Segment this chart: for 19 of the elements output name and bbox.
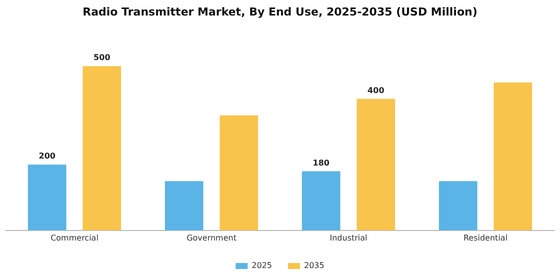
data-label: 500 xyxy=(94,53,111,62)
x-tick-label: Commercial xyxy=(50,233,98,242)
bar xyxy=(164,181,204,230)
bar xyxy=(28,164,66,230)
bar xyxy=(82,66,122,230)
x-tick-label: Residential xyxy=(463,233,508,242)
x-tick-label: Industrial xyxy=(330,233,368,242)
data-label: 200 xyxy=(38,152,56,161)
bar xyxy=(494,82,532,230)
bar xyxy=(220,115,258,230)
bar xyxy=(356,98,396,230)
x-tick-label: Government xyxy=(186,233,236,242)
legend-label: 2025 xyxy=(252,261,272,270)
bar xyxy=(438,181,478,230)
data-label: 180 xyxy=(312,158,330,168)
bar xyxy=(302,171,340,230)
data-label: 400 xyxy=(368,86,385,96)
chart-title: Radio Transmitter Market, By End Use, 2025-2035 (USD Million) xyxy=(82,5,478,18)
legend-label: 2035 xyxy=(304,261,324,270)
